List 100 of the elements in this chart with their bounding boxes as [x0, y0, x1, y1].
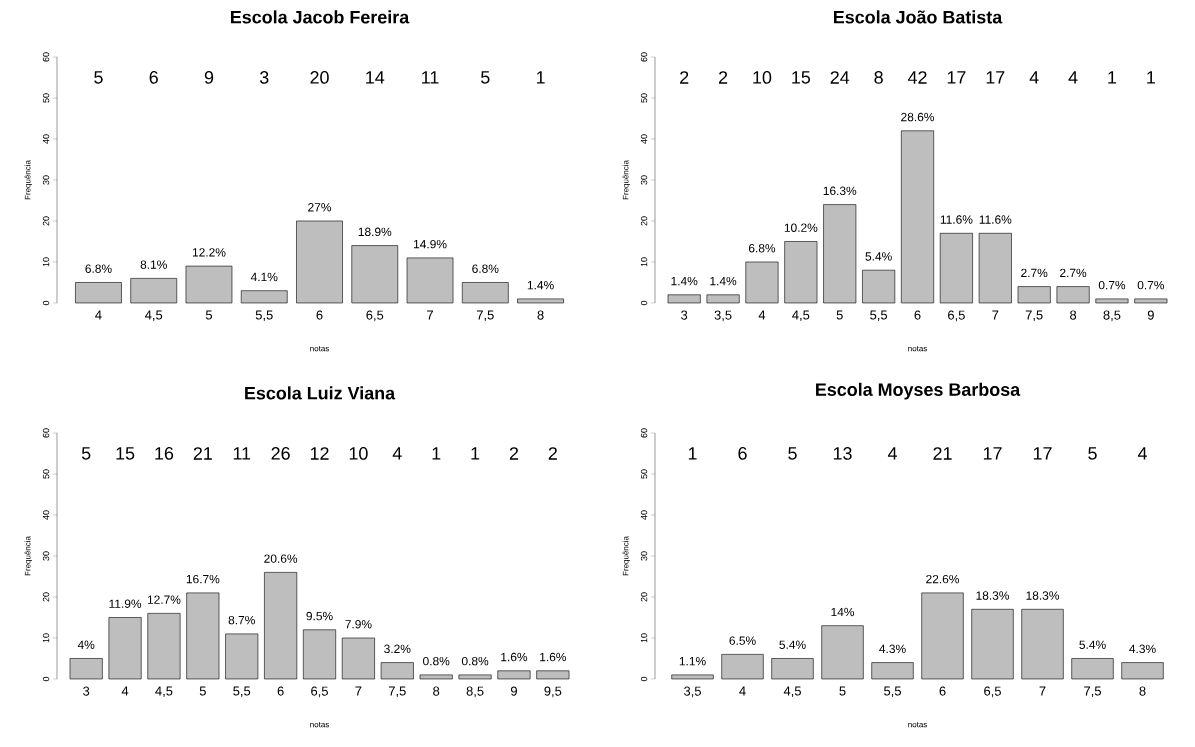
y-tick-label: 60 [42, 52, 50, 62]
y-tick-label: 20 [640, 216, 648, 226]
annotation: 4 [887, 447, 897, 460]
y-tick-label: 20 [42, 216, 50, 226]
x-tick-label: 3,5 [684, 686, 701, 698]
annotation: 8.1% [140, 260, 167, 269]
annotation: 2.7% [1021, 268, 1048, 278]
annotation: 5 [481, 71, 490, 84]
bar [745, 261, 779, 304]
annotation: 1 [1147, 71, 1155, 84]
bar [69, 658, 103, 680]
annotation: 12 [310, 447, 329, 460]
annotation: 14 [366, 71, 385, 84]
bar [978, 232, 1012, 304]
x-tick-label: 8,5 [466, 686, 484, 698]
x-tick-label: 8 [1139, 686, 1146, 696]
annotation: 4.3% [1129, 644, 1156, 654]
annotation: 0.8% [423, 656, 450, 666]
bar [186, 592, 220, 680]
bar [341, 637, 375, 680]
annotation: 5 [81, 447, 91, 460]
annotation: 0.8% [461, 656, 489, 666]
bar [1071, 658, 1114, 680]
annotation: 17 [983, 447, 1002, 460]
annotation: 42 [907, 71, 927, 84]
chart-title: Escola Jacob Fereira [231, 10, 410, 24]
x-tick-label: 4 [758, 310, 766, 320]
annotation: 11 [233, 447, 251, 460]
x-tick-label: 9,5 [544, 686, 562, 698]
annotation: 4.1% [250, 272, 278, 282]
annotation: 5.4% [779, 640, 806, 649]
x-tick-label: 6 [277, 686, 284, 696]
x-tick-label: 4 [95, 310, 102, 320]
x-tick-label: 5 [839, 686, 846, 696]
x-tick-label: 7 [355, 686, 362, 696]
bar [921, 592, 964, 680]
y-tick-label: 0 [42, 676, 50, 682]
annotation: 27% [308, 203, 332, 212]
x-tick-label: 6 [316, 310, 323, 320]
annotation: 21 [933, 447, 952, 460]
annotation: 8.7% [228, 615, 255, 625]
x-tick-label: 5,5 [870, 310, 888, 322]
annotation: 22.6% [926, 574, 960, 584]
x-tick-label: 5 [836, 310, 843, 320]
annotation: 2 [509, 447, 519, 460]
x-tick-label: 5,5 [233, 686, 251, 698]
y-tick-label: 30 [640, 175, 648, 185]
chart-title: Escola João Batista [834, 10, 1003, 24]
x-tick-label: 6,5 [948, 310, 965, 322]
y-tick-label: 50 [42, 93, 50, 103]
annotation: 16.3% [823, 186, 857, 196]
annotation: 10 [349, 447, 368, 460]
x-tick-label: 3 [83, 686, 90, 696]
x-tick-label: 7,5 [476, 310, 494, 322]
bar [461, 282, 509, 304]
bar [784, 241, 818, 304]
x-tick-label: 7,5 [1025, 310, 1043, 322]
annotation: 18.9% [358, 227, 392, 237]
y-tick-label: 50 [42, 469, 50, 479]
annotation: 3.2% [384, 644, 411, 654]
y-tick-label: 50 [640, 93, 648, 103]
bar [517, 298, 564, 304]
y-tick-label: 60 [640, 428, 648, 438]
annotation: 12.7% [147, 595, 181, 604]
annotation: 15 [792, 71, 811, 84]
y-tick-label: 40 [640, 134, 648, 144]
annotation: 1 [536, 71, 545, 84]
annotation: 6.8% [472, 264, 499, 273]
annotation: 2 [680, 71, 689, 84]
annotation: 11.9% [109, 599, 142, 608]
bar [1056, 286, 1090, 304]
x-tick-label: 3,5 [714, 310, 732, 322]
annotation: 9.5% [306, 611, 333, 621]
y-tick-label: 30 [640, 551, 648, 561]
annotation: 11.6% [979, 215, 1012, 224]
y-tick-label: 40 [42, 134, 50, 144]
y-tick-label: 40 [640, 510, 648, 520]
bar [721, 654, 764, 680]
bar [901, 130, 935, 304]
annotation: 18.3% [1026, 591, 1060, 600]
bar [296, 220, 343, 304]
annotation: 1 [432, 447, 441, 460]
bar [225, 633, 259, 680]
annotation: 6 [149, 71, 158, 84]
bar [671, 674, 714, 680]
annotation: 4 [1137, 447, 1147, 460]
x-tick-label: 6,5 [311, 686, 328, 698]
y-tick-label: 20 [640, 592, 648, 602]
annotation: 1.1% [679, 657, 706, 666]
annotation: 1 [688, 447, 697, 460]
x-tick-label: 6,5 [366, 310, 384, 322]
y-tick-label: 30 [42, 551, 50, 561]
y-tick-label: 40 [42, 510, 50, 520]
annotation: 4 [1029, 71, 1039, 84]
bar [264, 572, 298, 680]
annotation: 0.7% [1137, 280, 1165, 290]
bar [185, 265, 233, 304]
annotation: 11.6% [940, 215, 973, 224]
x-tick-label: 8,5 [1103, 310, 1121, 322]
bar [108, 617, 142, 680]
